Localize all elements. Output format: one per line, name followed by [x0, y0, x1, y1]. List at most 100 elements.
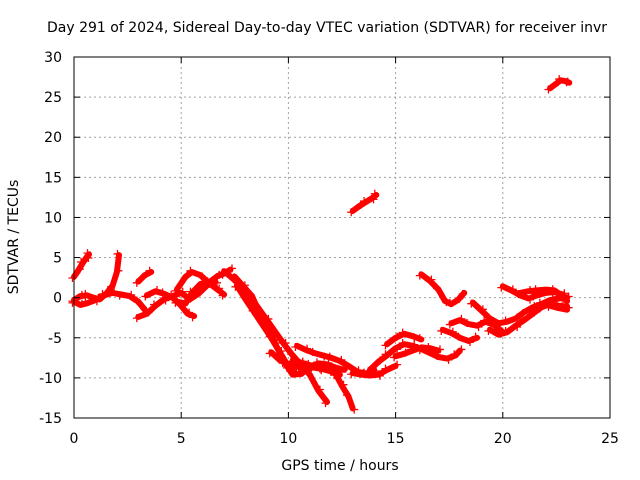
data-point	[195, 288, 204, 297]
data-point	[514, 290, 523, 299]
series-track-28	[347, 189, 380, 217]
data-point	[484, 313, 493, 322]
data-point	[410, 333, 419, 342]
data-point	[375, 371, 384, 380]
data-point	[381, 364, 390, 373]
data-point	[437, 326, 446, 335]
series-line	[439, 326, 481, 344]
data-point	[178, 287, 187, 296]
data-point	[81, 298, 90, 307]
x-tick-label: 20	[494, 431, 512, 447]
data-point	[158, 288, 167, 297]
data-point	[444, 355, 453, 364]
data-point	[455, 294, 464, 303]
series-track-17	[347, 360, 402, 380]
series-track-21	[437, 326, 481, 347]
data-point	[141, 292, 150, 301]
data-point	[92, 297, 101, 306]
series-track-18	[381, 328, 425, 350]
data-point	[526, 295, 535, 304]
data-point	[450, 350, 459, 359]
data-point	[265, 349, 274, 358]
data-point	[398, 328, 407, 337]
data-point	[471, 332, 480, 341]
series-track-19	[390, 343, 444, 362]
data-point	[277, 347, 286, 356]
series-line	[332, 370, 356, 412]
series-line	[418, 271, 468, 308]
data-point	[171, 298, 180, 307]
data-point	[556, 302, 565, 311]
series-track-24	[484, 298, 573, 338]
data-point	[442, 298, 451, 307]
data-point	[98, 290, 107, 299]
data-point	[240, 281, 249, 290]
series-track-26	[514, 285, 571, 307]
data-point	[432, 284, 441, 293]
data-point	[474, 322, 483, 331]
data-point	[149, 300, 158, 309]
data-point	[132, 296, 141, 305]
data-point	[113, 249, 122, 258]
data-point	[152, 286, 161, 295]
data-point	[561, 304, 570, 313]
data-point	[401, 348, 410, 357]
y-axis-label: SDTVAR / TECUs	[6, 180, 22, 295]
data-point	[277, 355, 286, 364]
data-point	[360, 197, 369, 206]
data-point	[265, 332, 274, 341]
data-point	[304, 359, 313, 368]
data-point	[132, 278, 141, 287]
data-point	[228, 264, 237, 273]
data-point	[161, 296, 170, 305]
data-point	[218, 291, 227, 300]
data-point	[358, 369, 367, 378]
data-point	[370, 189, 379, 198]
data-point	[83, 249, 92, 258]
data-point	[337, 355, 346, 364]
data-point	[501, 316, 510, 325]
data-point	[186, 266, 195, 275]
data-point	[171, 286, 180, 295]
axis-ticks: 0 5 10 15 20 25 -15 -10 -5 0 5 10 15 20 25 30	[39, 50, 619, 447]
data-point	[75, 265, 84, 274]
y-tick-label: 5	[53, 251, 62, 267]
x-tick-label: 10	[279, 431, 297, 447]
data-point	[77, 290, 86, 299]
data-point	[182, 271, 191, 280]
data-point	[381, 341, 390, 350]
series-line	[231, 273, 348, 378]
data-point	[445, 320, 454, 329]
data-point	[315, 385, 324, 394]
series-line	[143, 288, 198, 320]
data-point	[298, 357, 307, 366]
data-point	[457, 314, 466, 323]
x-tick-label: 25	[601, 431, 619, 447]
data-point	[418, 344, 427, 353]
data-point	[445, 298, 454, 307]
series-track-14	[287, 357, 324, 373]
data-point	[68, 274, 77, 283]
data-point	[462, 318, 471, 327]
data-point	[315, 364, 324, 373]
data-point	[281, 338, 290, 347]
series-track-20	[415, 271, 468, 308]
data-point	[197, 281, 206, 290]
series-track-05	[132, 278, 222, 323]
data-point	[231, 282, 240, 291]
data-point	[303, 344, 312, 353]
data-point	[526, 286, 535, 295]
data-point	[496, 329, 505, 338]
series-line	[392, 344, 442, 360]
data-point	[294, 363, 303, 372]
data-point	[530, 308, 539, 317]
series-track-27	[544, 302, 571, 313]
y-tick-label: -5	[48, 331, 62, 347]
data-point	[393, 332, 402, 341]
series-track-07	[171, 266, 228, 300]
data-point	[560, 290, 569, 299]
data-point	[110, 287, 119, 296]
data-point	[77, 257, 86, 266]
data-point	[513, 322, 522, 331]
